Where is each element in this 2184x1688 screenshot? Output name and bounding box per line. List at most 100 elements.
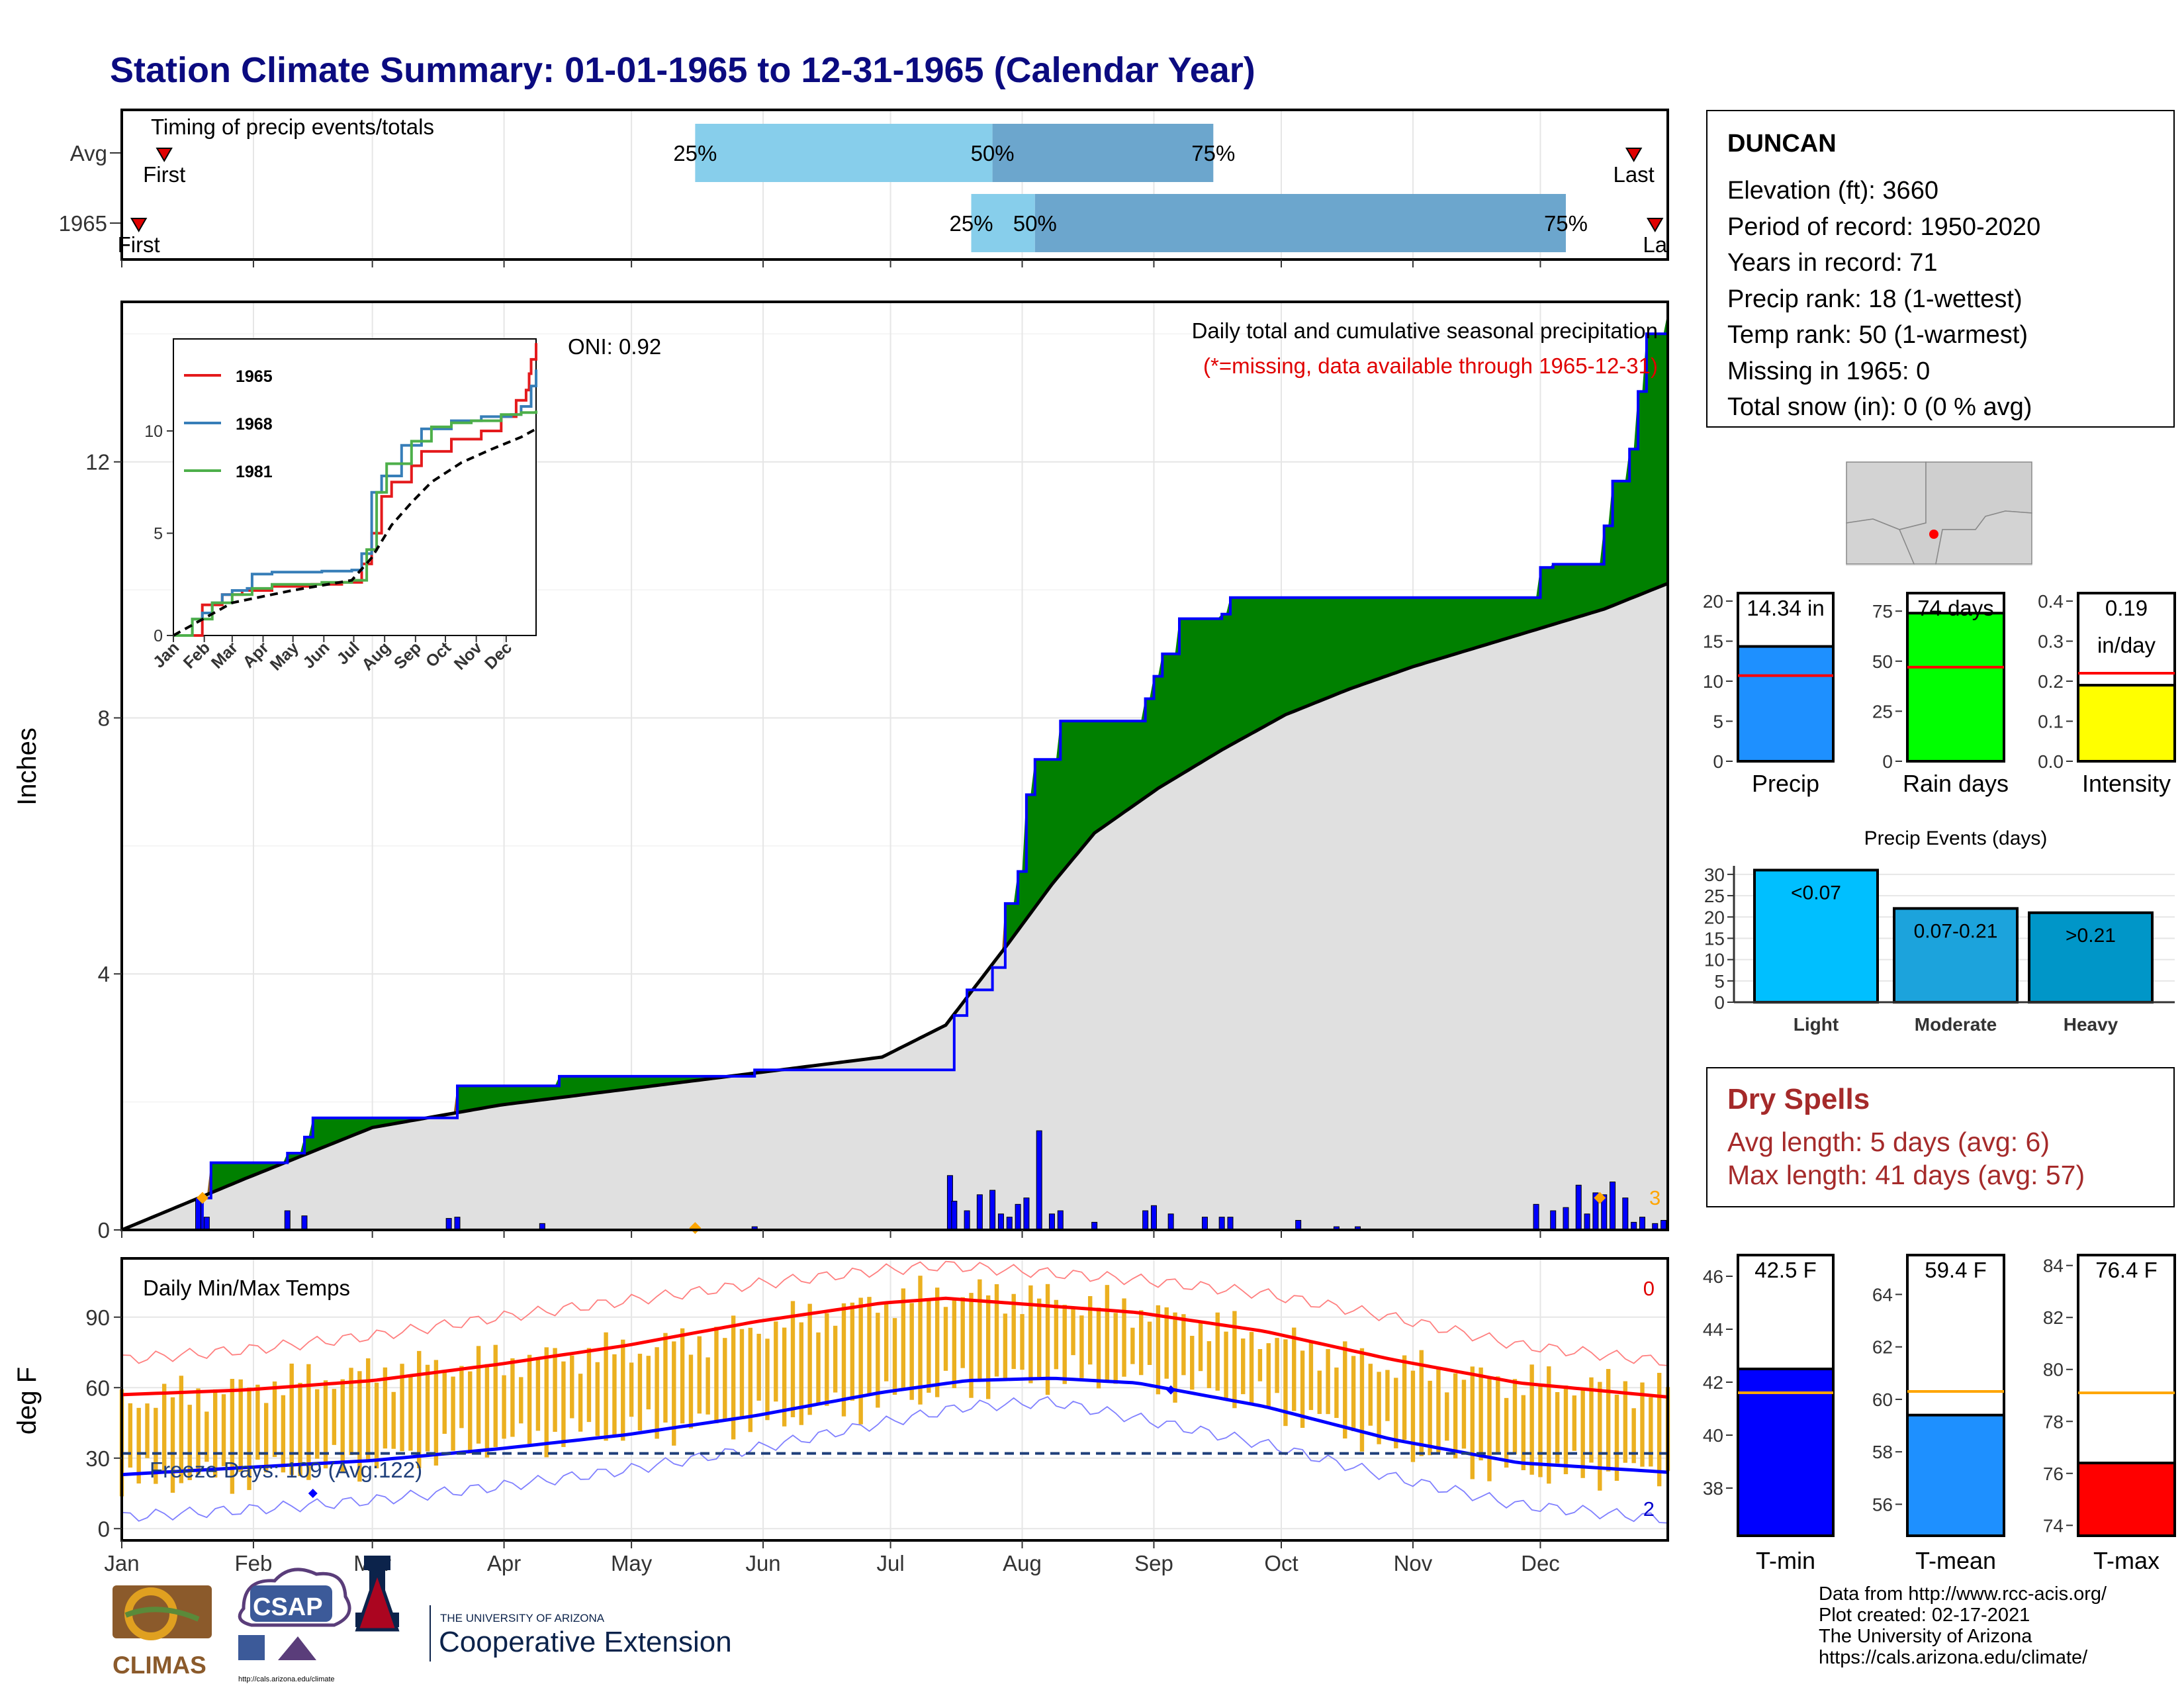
summary-bar-value: 0.19 [2105, 596, 2148, 620]
daily-temp-bar [1640, 1382, 1645, 1467]
daily-temp-bar [1428, 1380, 1432, 1456]
daily-temp-bar [136, 1407, 141, 1484]
summary-bar-value: 74 days [1917, 596, 1994, 620]
logo-ua-small-text: THE UNIVERSITY OF ARIZONA [440, 1612, 605, 1624]
daily-temp-bar [1359, 1348, 1365, 1452]
summary-bar-tick-label: 64 [1872, 1284, 1893, 1305]
daily-temp-bar [221, 1394, 226, 1466]
daily-temp-bar [128, 1403, 133, 1468]
daily-temp-bar [1623, 1381, 1628, 1463]
daily-temp-bar [179, 1376, 184, 1483]
daily-temp-bar [892, 1318, 897, 1395]
daily-temp-bar [1156, 1305, 1161, 1395]
timing-row-label: 1965 [59, 211, 107, 236]
daily-temp-bar [1130, 1327, 1135, 1364]
summary-bar-name: Intensity [2082, 770, 2171, 797]
inset-legend-label: 1968 [236, 415, 273, 434]
daily-temp-bar [1512, 1379, 1518, 1454]
month-label: Feb [235, 1551, 273, 1575]
daily-temp-bar [867, 1297, 872, 1395]
events-bar [1753, 868, 1879, 1004]
daily-temp-bar [927, 1299, 931, 1393]
daily-precip-bar [1295, 1219, 1302, 1231]
daily-precip-bar [951, 1200, 958, 1231]
daily-temp-bar [238, 1379, 243, 1472]
large-event-marker [1594, 1192, 1606, 1204]
station-temp-rank: Temp rank: 50 (1-warmest) [1727, 321, 2028, 349]
daily-temp-bar [1206, 1341, 1212, 1389]
daily-temp-bar [688, 1354, 694, 1429]
events-bar-label: >0.21 [2066, 925, 2116, 947]
daily-temp-bar [807, 1303, 812, 1415]
daily-temp-bar [315, 1389, 320, 1459]
temp-background [122, 1258, 1668, 1540]
daily-precip-bar [1201, 1217, 1208, 1231]
daily-temp-bar [934, 1288, 940, 1397]
daily-temp-bar [570, 1355, 574, 1419]
record-min-marker [1166, 1385, 1176, 1395]
daily-temp-bar [774, 1321, 778, 1402]
daily-temp-bar [417, 1350, 422, 1468]
daily-temp-bar [553, 1348, 557, 1432]
daily-precip-bar [1036, 1130, 1042, 1231]
avg-max-line [121, 1296, 1668, 1399]
daily-temp-bar [442, 1371, 447, 1434]
summary-bar-tick-label: 46 [1703, 1266, 1723, 1287]
precip-y-tick-label: 0 [98, 1218, 110, 1243]
summary-bar-tick-label: 25 [1872, 701, 1893, 722]
daily-temp-bar [621, 1339, 625, 1441]
timing-p75-label: 75% [1544, 211, 1588, 236]
events-y-tick-label: 25 [1704, 886, 1725, 906]
timing-bar-50-75 [1034, 194, 1566, 252]
daily-temp-bar [841, 1303, 846, 1417]
station-location-dot [1929, 530, 1938, 539]
station-snow: Total snow (in): 0 (0 % avg) [1727, 393, 2032, 421]
daily-temp-bar [637, 1354, 643, 1431]
daily-temp-bar [1614, 1394, 1619, 1481]
daily-temp-bar [748, 1327, 753, 1432]
oni-value: ONI: 0.92 [568, 334, 661, 359]
dry-spells-title: Dry Spells [1727, 1083, 1870, 1115]
station-precip-rank: Precip rank: 18 (1-wettest) [1727, 285, 2023, 313]
logo-csap-text: CSAP [253, 1593, 323, 1621]
precip-y-tick-label: 12 [85, 450, 110, 475]
temp-bar-value: 42.5 F [1754, 1258, 1817, 1282]
summary-bar-tick-label: 40 [1703, 1425, 1723, 1446]
daily-precip-bar [1218, 1217, 1225, 1231]
daily-temp-bar [170, 1397, 175, 1493]
summary-bar-name: T-mean [1915, 1547, 1996, 1574]
daily-temp-bar [1164, 1307, 1169, 1379]
daily-precip-bar [203, 1217, 210, 1231]
daily-temp-bar [493, 1344, 498, 1448]
timing-row-label: Avg [70, 141, 107, 165]
month-label: Aug [1003, 1551, 1042, 1575]
daily-temp-bar [1266, 1343, 1271, 1407]
daily-temp-bar [1079, 1315, 1084, 1378]
daily-precip-bar [1057, 1210, 1064, 1231]
daily-temp-bar [1173, 1312, 1177, 1403]
daily-temp-bar [400, 1364, 404, 1452]
daily-temp-bar [544, 1347, 549, 1458]
summary-bar-tick-label: 58 [1872, 1442, 1893, 1462]
daily-temp-bar [332, 1389, 337, 1445]
summary-bar-fill [2077, 684, 2176, 763]
daily-precip-bar [1167, 1213, 1174, 1231]
inset-legend-label: 1981 [236, 463, 273, 481]
daily-temp-bar [799, 1322, 804, 1425]
daily-temp-bar [1003, 1313, 1008, 1379]
daily-temp-bar [1368, 1364, 1373, 1426]
temp-summary-bars: 38 40 42 44 46 T-min 42.5 F 56 58 60 62 64 T-mean 59.… [1703, 1254, 2176, 1574]
inset-series-line [173, 343, 537, 637]
summary-bar-tick-label: 84 [2043, 1256, 2064, 1276]
daily-temp-bar [1385, 1370, 1390, 1421]
timing-p50-label: 50% [1013, 211, 1057, 236]
timing-p25-label: 25% [673, 141, 717, 165]
daily-temp-bar [374, 1382, 379, 1469]
daily-temp-bar [723, 1338, 727, 1421]
freeze-days-text: Freeze Days: 109 (Avg:122) [150, 1458, 422, 1482]
month-label: Jan [104, 1551, 139, 1575]
daily-temp-bar [1598, 1382, 1602, 1491]
summary-bar-tick-label: 50 [1872, 651, 1893, 672]
daily-temp-bar [586, 1348, 592, 1423]
